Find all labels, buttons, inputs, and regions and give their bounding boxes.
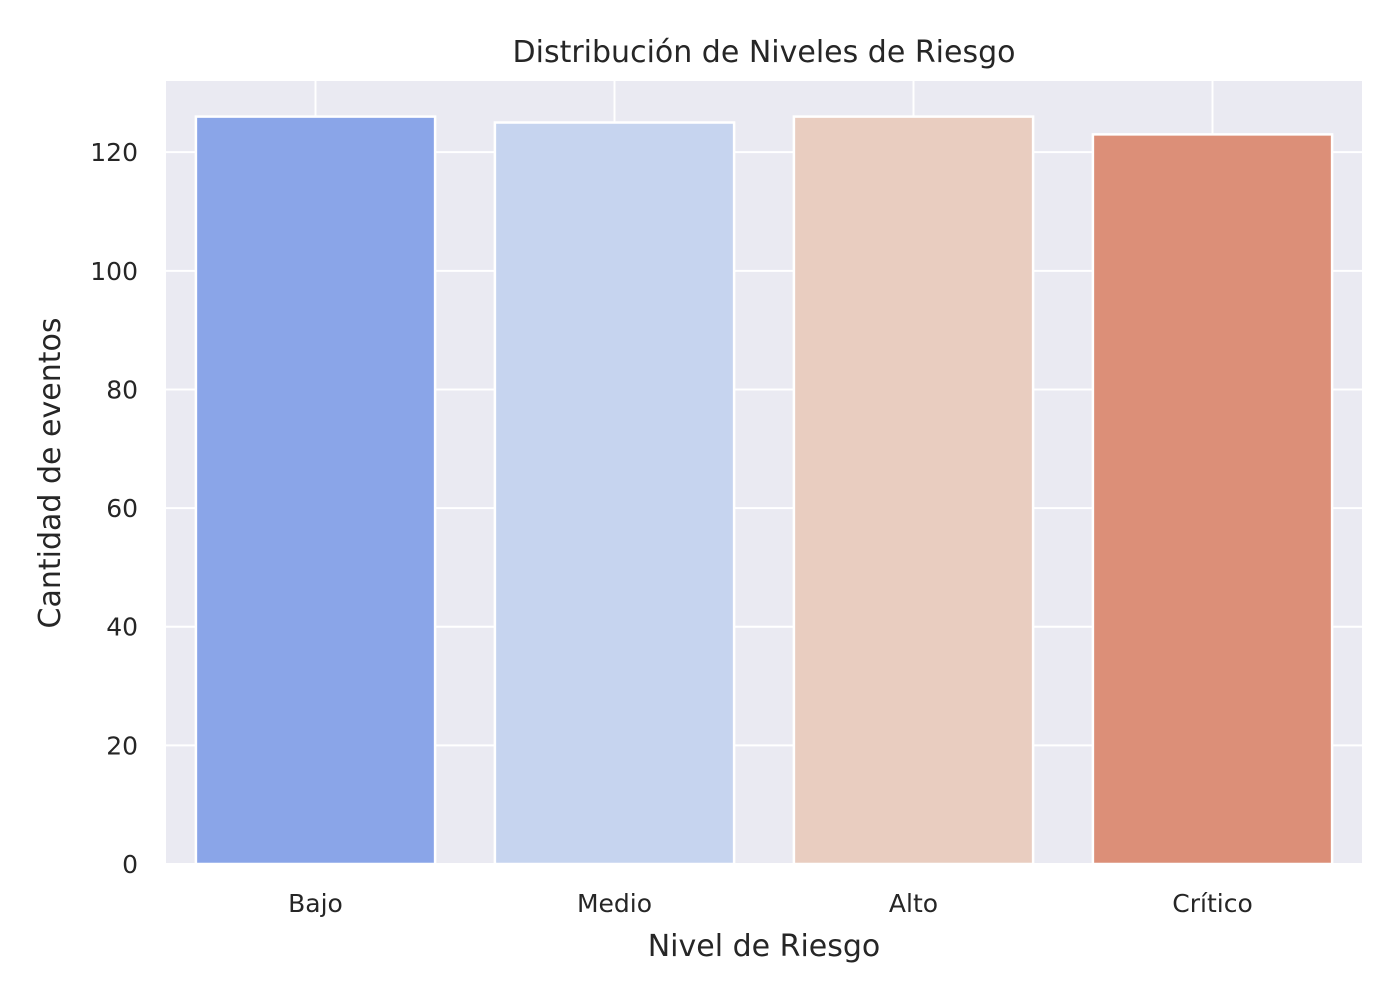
y-axis-label: Cantidad de eventos <box>33 318 68 629</box>
x-axis-label: Nivel de Riesgo <box>648 929 881 964</box>
bar-medio <box>493 121 736 866</box>
x-tick-label: Medio <box>577 889 652 918</box>
y-tick-label: 80 <box>106 375 138 404</box>
x-tick-label: Bajo <box>288 889 343 918</box>
y-tick-label: 60 <box>106 494 138 523</box>
y-tick-label: 100 <box>90 257 138 286</box>
bars <box>194 115 1334 866</box>
y-tick-label: 40 <box>106 613 138 642</box>
x-tick-label: Alto <box>889 889 938 918</box>
chart-title: Distribución de Niveles de Riesgo <box>513 35 1016 70</box>
y-tick-label: 0 <box>122 850 138 879</box>
y-tick-label: 20 <box>106 731 138 760</box>
x-axis-ticks: Bajo Medio Alto Crítico <box>288 889 1253 918</box>
x-tick-label: Crítico <box>1172 889 1252 918</box>
bar-critico <box>1091 133 1334 866</box>
y-axis-ticks: 0 20 40 60 80 100 120 <box>90 138 138 879</box>
y-tick-label: 120 <box>90 138 138 167</box>
bar-bajo <box>194 115 437 866</box>
bar-alto <box>792 115 1035 866</box>
